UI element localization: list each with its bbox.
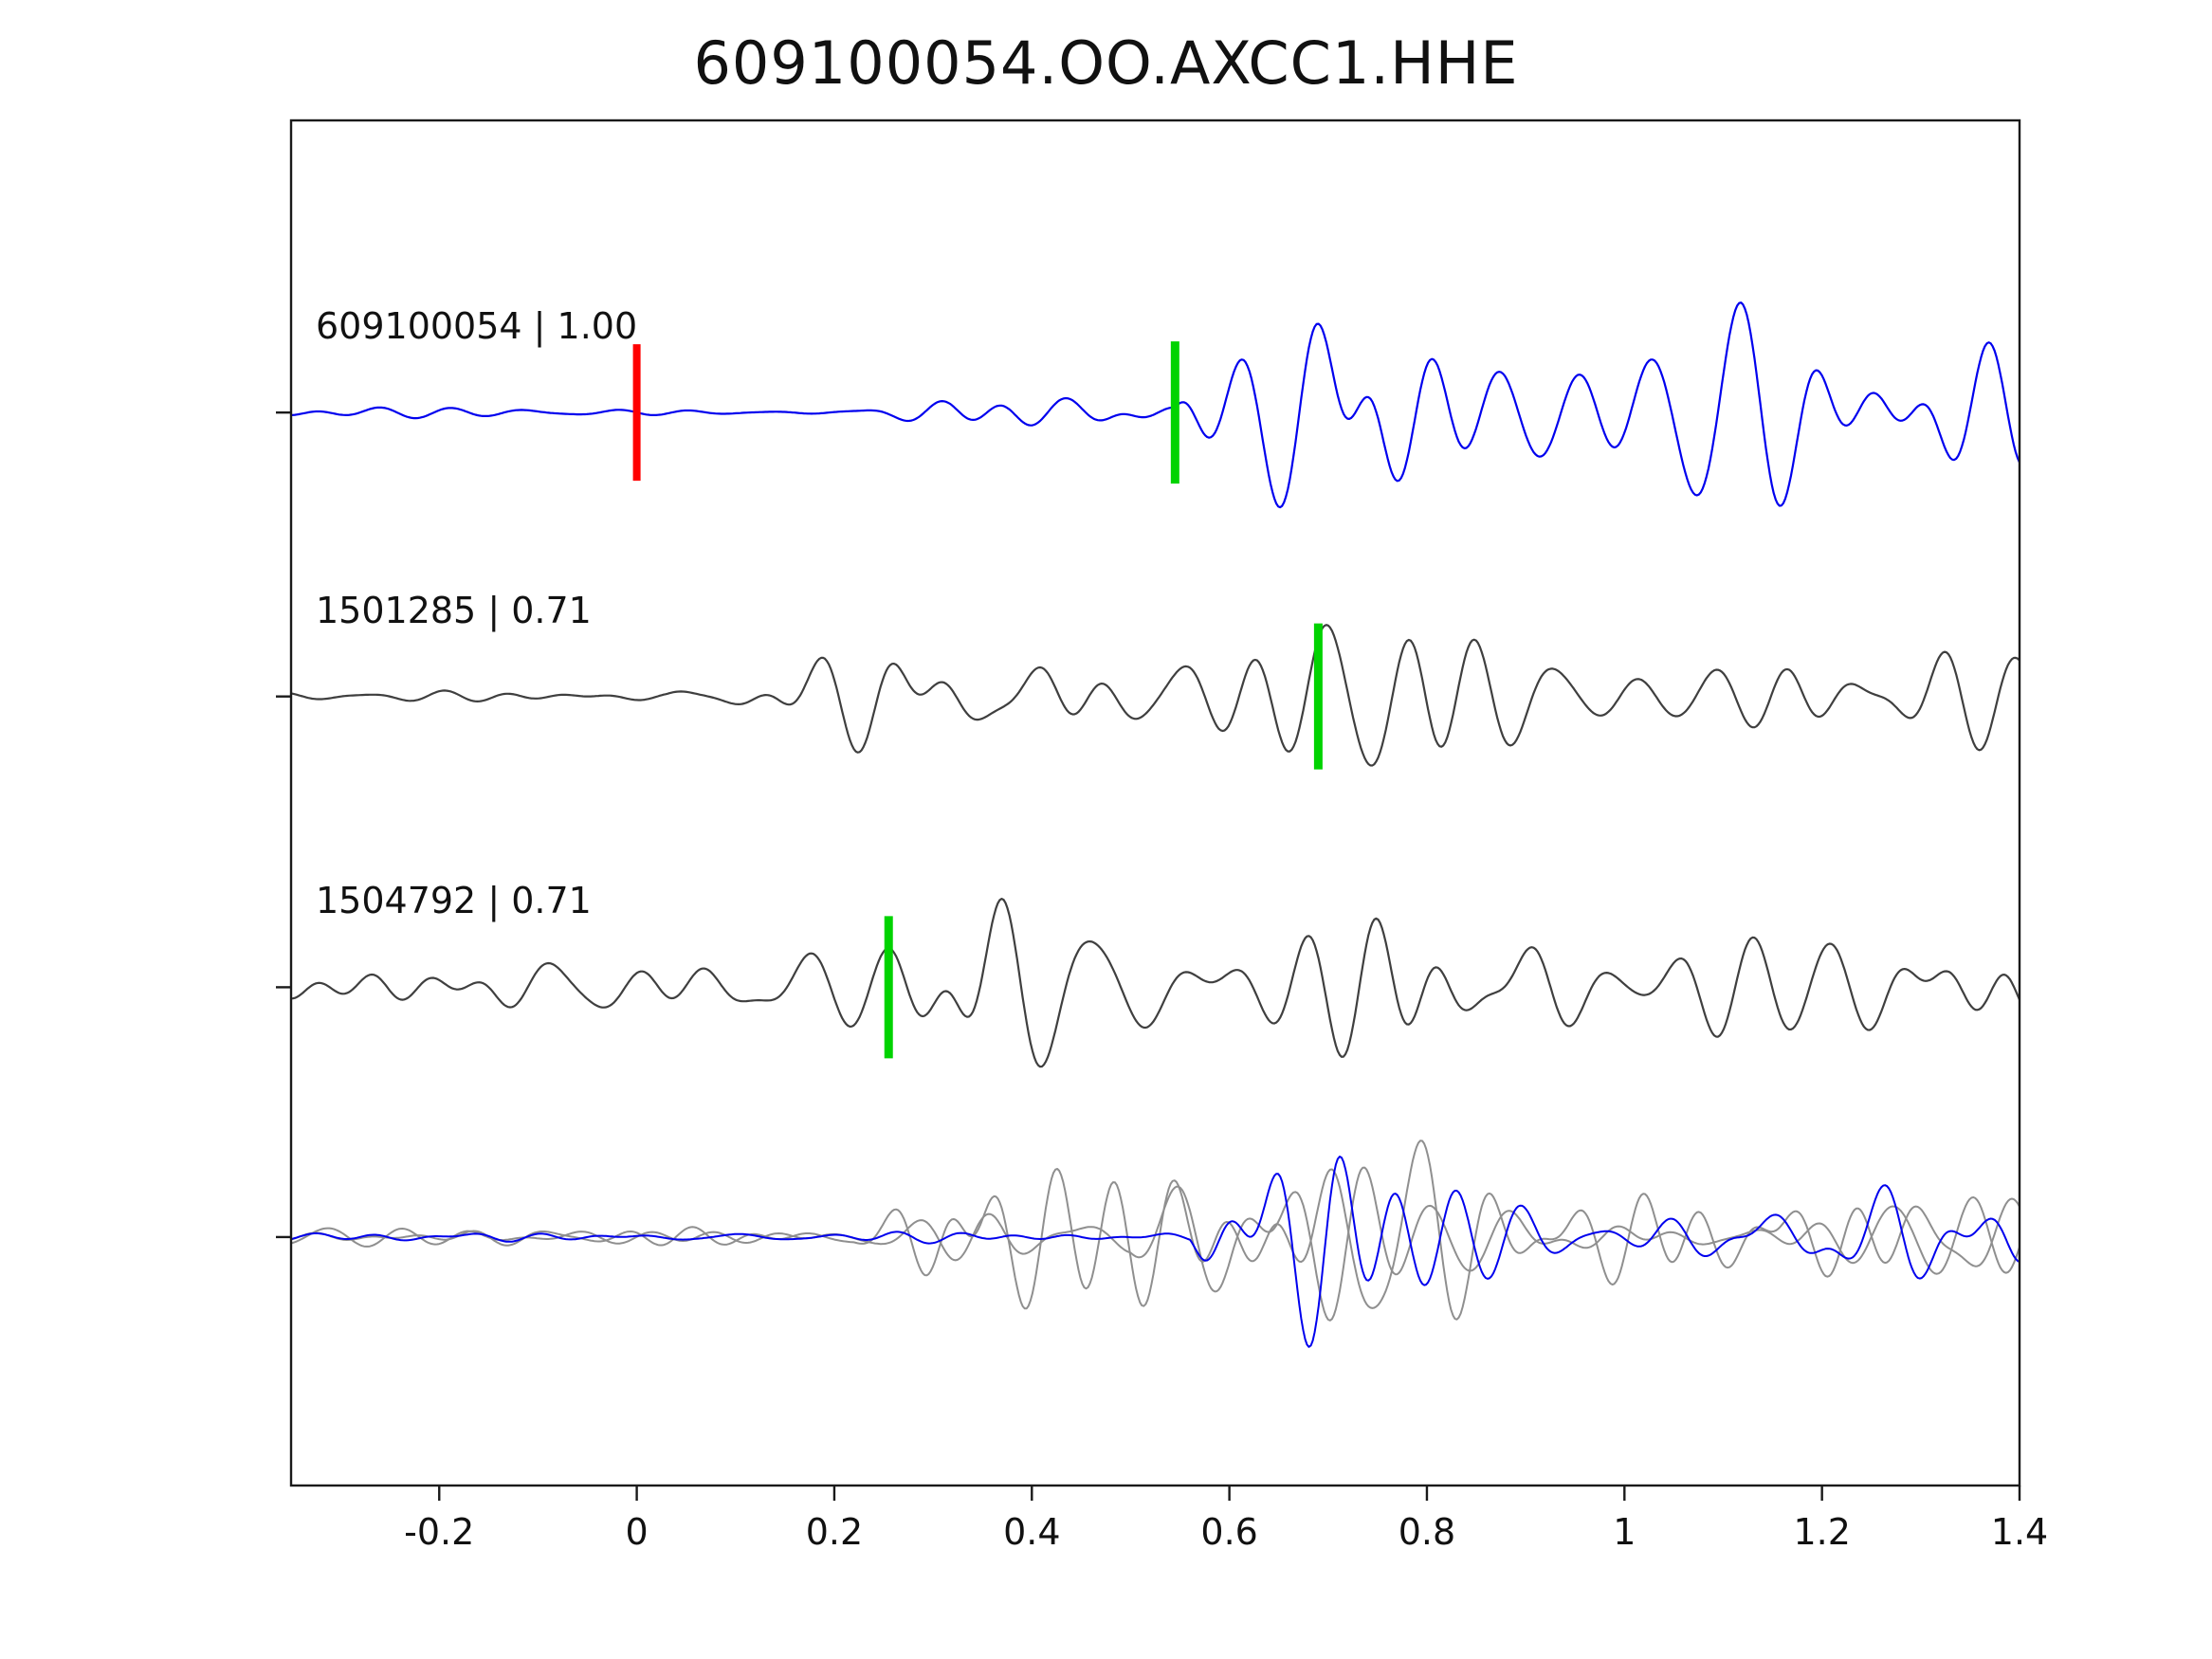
x-tick-label: 0.2	[805, 1511, 864, 1553]
x-tick-label: 0.4	[1003, 1511, 1061, 1553]
chart-title: 609100054.OO.AXCC1.HHE	[693, 28, 1519, 98]
plot-border	[289, 118, 2021, 1487]
trace-label-1504792: 1504792 | 0.71	[316, 880, 592, 922]
trace-label-1501285: 1501285 | 0.71	[316, 589, 592, 631]
x-tick-label: 1.2	[1793, 1511, 1851, 1553]
x-tick-label: 1.4	[1990, 1511, 2049, 1553]
waveform-overlay-2	[291, 1156, 2020, 1348]
waveform-trace-609100054	[291, 301, 2020, 509]
x-tick-label: 0.6	[1200, 1511, 1258, 1553]
waveform-trace-1504792	[291, 898, 2020, 1068]
waveform-overlay-1	[291, 1166, 2020, 1322]
trace-label-609100054: 609100054 | 1.00	[316, 305, 638, 348]
x-tick-label: -0.2	[404, 1511, 475, 1553]
x-tick-label: 0	[625, 1511, 649, 1553]
x-tick-label: 1	[1613, 1511, 1636, 1553]
x-tick-label: 0.8	[1398, 1511, 1456, 1553]
waveform-trace-1501285	[291, 624, 2020, 767]
